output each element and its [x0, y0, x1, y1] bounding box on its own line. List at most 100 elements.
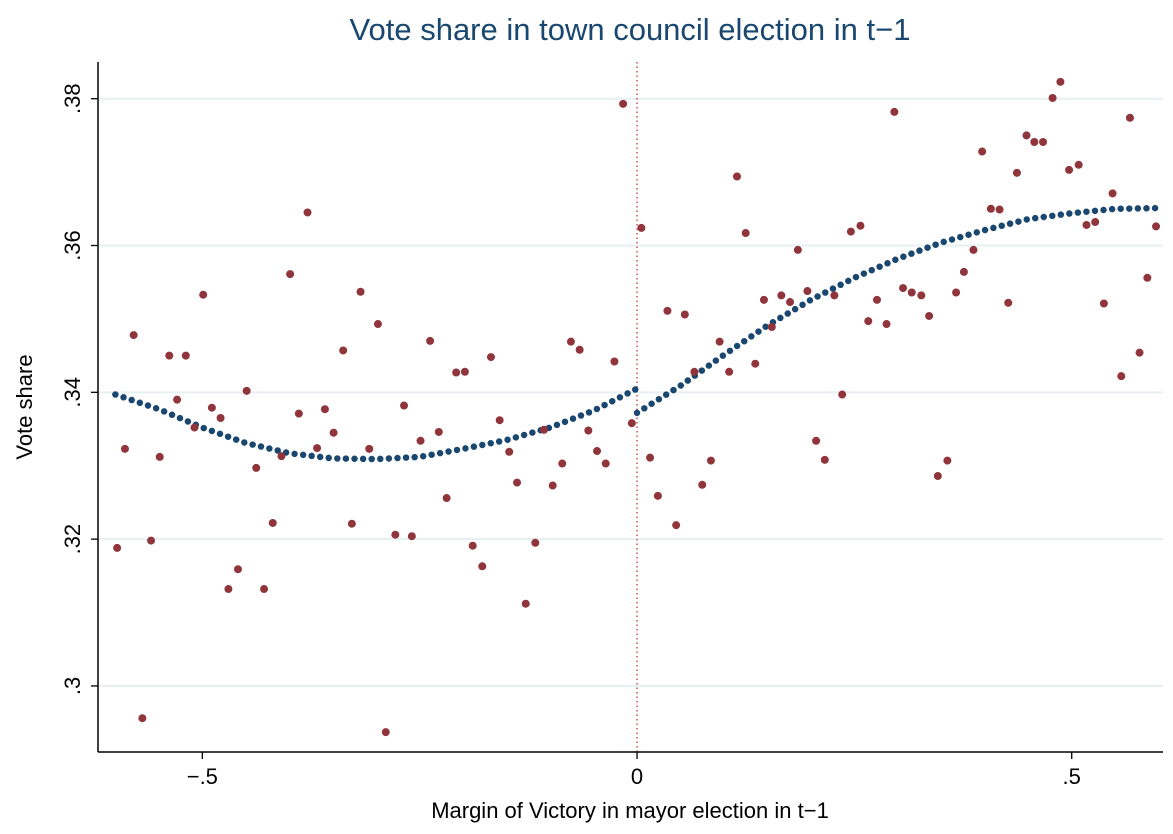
scatter-point [995, 205, 1004, 214]
scatter-point [320, 405, 329, 414]
scatter-point [426, 336, 435, 345]
scatter-point [1012, 168, 1021, 177]
scatter-point [646, 453, 655, 462]
scatter-point [442, 494, 451, 503]
scatter-point [978, 147, 987, 156]
x-tick-label: −.5 [187, 764, 218, 789]
scatter-point [233, 565, 242, 574]
scatter-point [733, 172, 741, 181]
scatter-point [468, 541, 477, 550]
scatter-point [294, 409, 303, 418]
scatter-point [830, 291, 839, 300]
scatter-point [899, 284, 908, 293]
scatter-point [1143, 273, 1152, 282]
scatter-point [1091, 218, 1100, 227]
scatter-point [216, 414, 225, 423]
scatter-point [1125, 113, 1134, 122]
scatter-point [593, 447, 602, 456]
scatter-point [793, 245, 802, 254]
scatter-point [767, 322, 776, 331]
scatter-point [690, 367, 699, 376]
scatter-point [539, 425, 548, 434]
scatter-point [856, 221, 865, 230]
x-tick-label: .5 [1063, 764, 1081, 789]
scatter-point [1056, 77, 1065, 86]
scatter-point [1065, 165, 1074, 174]
scatter-point [759, 295, 768, 304]
scatter-point [486, 353, 495, 362]
scatter-point [190, 423, 199, 432]
x-axis-label: Margin of Victory in mayor election in t… [431, 798, 829, 823]
scatter-point [242, 386, 251, 395]
scatter-point [460, 367, 469, 376]
y-axis-label: Vote share [12, 354, 37, 459]
scatter-point [173, 395, 182, 404]
scatter-point [601, 459, 610, 468]
scatter-point [120, 444, 129, 453]
scatter-point [434, 427, 443, 436]
scatter-point [181, 351, 190, 360]
scatter-point [505, 447, 514, 456]
scatter-point [566, 337, 575, 346]
y-tick-label: .38 [60, 83, 85, 114]
scatter-point [917, 291, 926, 300]
x-tick-label: 0 [631, 764, 643, 789]
scatter-point [959, 267, 968, 276]
scatter-point [952, 288, 961, 297]
scatter-point [1082, 220, 1091, 229]
y-tick-label: .34 [60, 377, 85, 408]
scatter-point [698, 480, 707, 489]
scatter-point [1152, 222, 1161, 231]
scatter-point [907, 288, 916, 297]
scatter-point [339, 346, 348, 355]
scatter-point [260, 585, 269, 594]
scatter-point [513, 478, 522, 487]
scatter-point [1074, 160, 1083, 169]
scatter-point [672, 521, 681, 530]
scatter-point [627, 419, 636, 428]
scatter-point [943, 456, 952, 465]
scatter-point [741, 229, 750, 238]
scatter-point [653, 491, 662, 500]
scatter-point [872, 295, 881, 304]
scatter-point [224, 585, 233, 594]
scatter-point [416, 436, 425, 445]
scatter-point [820, 455, 829, 464]
scatter-point [365, 444, 374, 453]
scatter-point [286, 270, 295, 279]
scatter-point [495, 416, 504, 425]
scatter-point [207, 403, 216, 412]
scatter-point [925, 311, 934, 320]
scatter-point [864, 317, 873, 326]
scatter-point [1022, 131, 1031, 140]
scatter-point [277, 452, 286, 461]
scatter-point [356, 287, 365, 296]
scatter-point [803, 287, 812, 296]
scatter-point [1108, 189, 1117, 198]
scatter-point [619, 99, 628, 108]
scatter-point [391, 530, 400, 539]
scatter-point [1004, 298, 1013, 307]
scatter-point [268, 518, 277, 527]
chart-title: Vote share in town council election in t… [350, 12, 911, 47]
scatter-point [986, 204, 995, 213]
scatter-point [531, 538, 540, 547]
scatter-point [890, 107, 899, 116]
scatter-point [786, 298, 795, 307]
scatter-point [838, 390, 847, 399]
scatter-point [1030, 138, 1039, 147]
scatter-point [584, 426, 593, 435]
scatter-point [313, 444, 322, 453]
scatter-point [725, 367, 734, 376]
scatter-point [1039, 138, 1048, 147]
scatter-point [933, 472, 942, 480]
scatter-point [129, 331, 138, 340]
scatter-point [400, 401, 409, 410]
scatter-point [252, 463, 261, 472]
scatter-point [478, 562, 487, 571]
scatter-point [452, 368, 461, 377]
scatter-point [751, 359, 760, 368]
scatter-point [882, 320, 891, 329]
